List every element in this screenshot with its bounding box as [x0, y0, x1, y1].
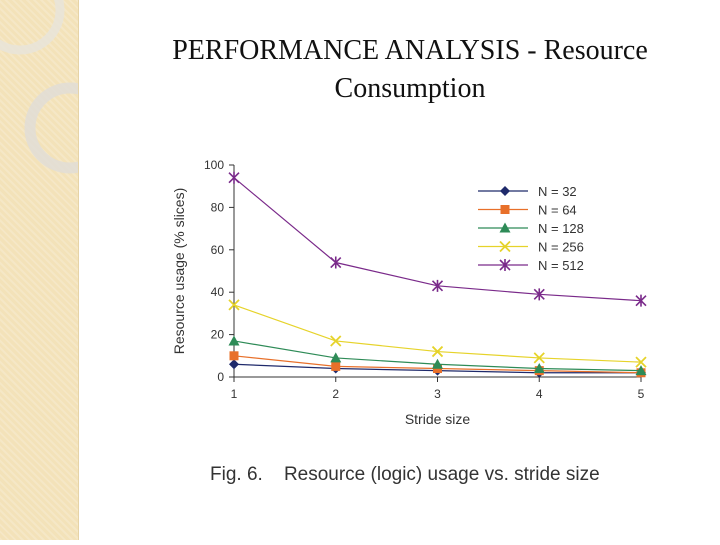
data-point: [228, 171, 240, 184]
x-tick-label: 2: [332, 387, 339, 401]
data-point: [533, 352, 545, 364]
figure-caption-text: Resource (logic) usage vs. stride size: [283, 464, 600, 485]
series-line: [233, 304, 642, 363]
data-point: [330, 335, 342, 347]
data-point: [229, 359, 239, 370]
legend-marker: [499, 222, 511, 233]
chart-series: [228, 171, 647, 378]
slide-title: PERFORMANCE ANALYSIS - Resource Consumpt…: [110, 32, 710, 108]
y-tick-label: 100: [204, 158, 224, 172]
data-point: [228, 299, 240, 311]
legend-marker: [499, 240, 511, 253]
data-point: [229, 351, 239, 361]
data-point: [635, 356, 647, 368]
y-tick-label: 80: [211, 200, 225, 214]
x-axis-label: Stride size: [405, 411, 471, 427]
legend-label: N = 128: [538, 221, 584, 236]
series-5: [228, 171, 647, 307]
legend-marker: [500, 205, 510, 214]
data-point: [533, 288, 545, 301]
figure-caption: Fig. 6. Resource (logic) usage vs. strid…: [210, 464, 630, 486]
data-point: [533, 363, 545, 374]
x-tick-label: 5: [638, 387, 645, 401]
legend-marker: [500, 186, 510, 196]
data-point: [330, 256, 342, 269]
chart-legend: N = 32 N = 64 N = 128 N = 256 N = 512: [478, 184, 584, 273]
y-tick-label: 60: [211, 243, 225, 257]
legend-label: N = 512: [538, 258, 584, 273]
legend-item: N = 64: [478, 203, 577, 218]
slide-sidebar-decoration: [0, 0, 116, 540]
data-point: [330, 352, 342, 363]
chart-axes: 0 20 40 60 80 100 1 2 3 4 5: [204, 158, 645, 401]
legend-item: N = 256: [478, 240, 584, 255]
data-point: [432, 358, 443, 369]
legend-label: N = 32: [538, 184, 577, 199]
data-point: [635, 294, 647, 307]
x-tick-label: 4: [536, 387, 543, 401]
y-tick-label: 0: [217, 370, 224, 384]
legend-label: N = 256: [538, 240, 584, 255]
data-point: [228, 335, 240, 346]
slide-title-line1: PERFORMANCE ANALYSIS - Resource: [172, 35, 648, 66]
y-axis-label: Resource usage (% slices): [171, 188, 187, 355]
data-point: [431, 345, 444, 358]
figure-caption-number: Fig. 6.: [210, 464, 263, 485]
series-3: [228, 335, 647, 376]
data-point: [331, 361, 341, 371]
legend-item: N = 128: [478, 221, 584, 236]
legend-marker: [499, 259, 511, 271]
legend-item: N = 32: [478, 184, 577, 199]
data-point: [635, 365, 647, 376]
series-4: [228, 299, 647, 368]
legend-item: N = 512: [478, 258, 584, 273]
legend-label: N = 64: [538, 203, 577, 218]
x-tick-label: 3: [434, 387, 441, 401]
data-point: [431, 279, 444, 292]
y-tick-label: 40: [211, 285, 225, 299]
slide-title-line2: Consumption: [334, 73, 486, 104]
y-tick-label: 20: [211, 328, 225, 342]
x-tick-label: 1: [231, 387, 238, 401]
